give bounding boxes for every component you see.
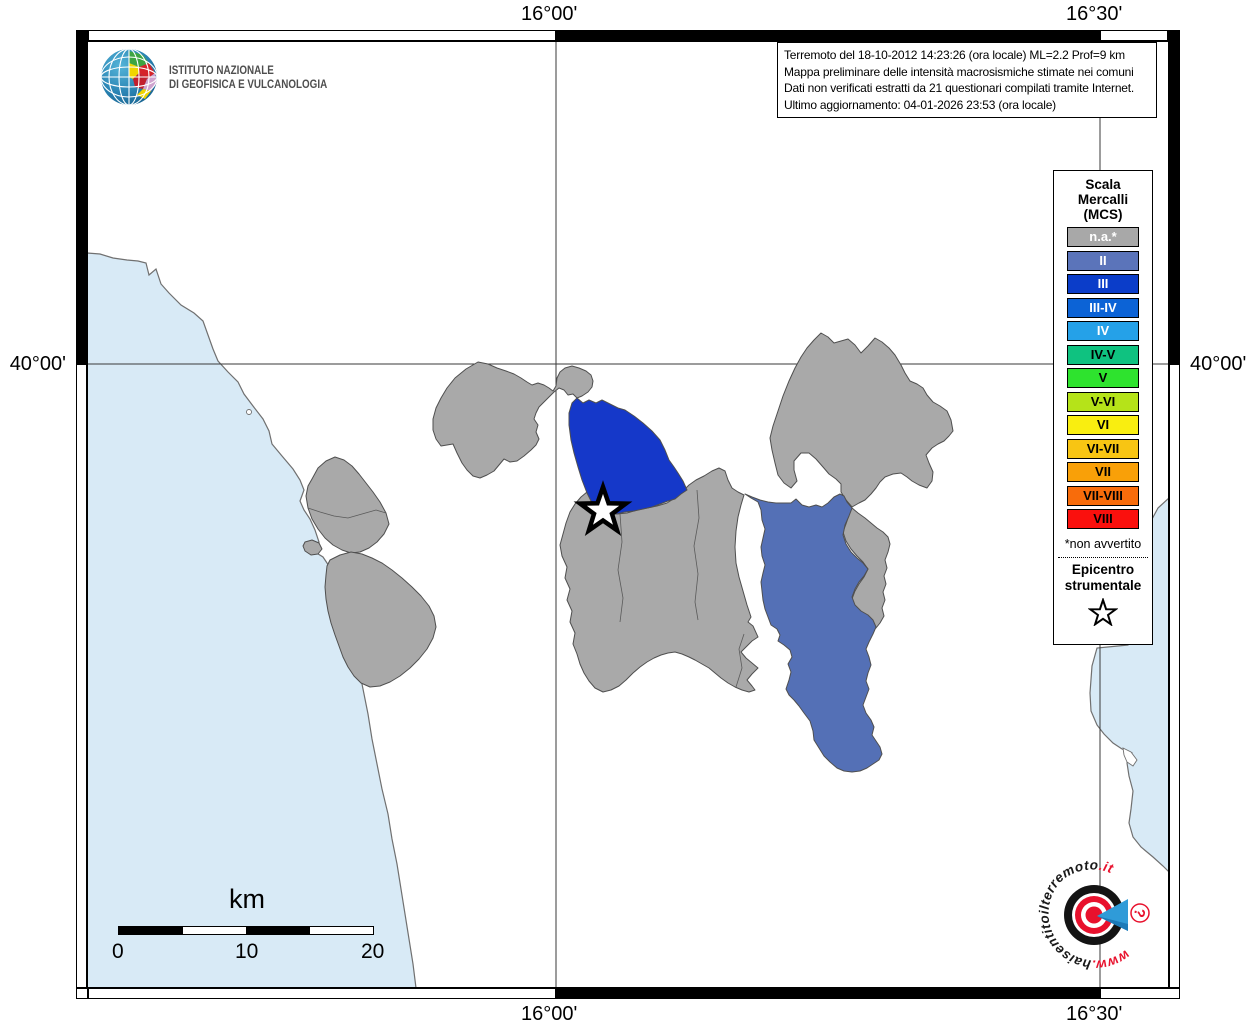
- legend-title: Scala Mercalli (MCS): [1077, 177, 1129, 222]
- frame-corner-bottom-left: [76, 988, 88, 999]
- event-info-box: Terremoto del 18-10-2012 14:23:26 (ora l…: [777, 42, 1157, 118]
- legend-swatch-na: n.a.*: [1067, 227, 1139, 247]
- legend-swatch-iii-iv: III-IV: [1067, 297, 1139, 318]
- legend-footnote: *non avvertito: [1064, 537, 1142, 551]
- scalebar-tick-0: 0: [112, 940, 124, 963]
- info-line-data: Dati non verificati estratti da 21 quest…: [784, 81, 1135, 95]
- axis-label-top-16-00: 16°00': [521, 3, 578, 25]
- mercalli-legend: Scala Mercalli (MCS) n.a.* II III III-IV…: [1053, 170, 1153, 645]
- haisentito-watermark: ? www.haisentitoilterremoto.it: [1036, 857, 1150, 973]
- watermark-question-badge: [1130, 903, 1150, 923]
- axis-label-bottom-16-30: 16°30': [1066, 1003, 1123, 1024]
- scalebar-tick-10: 10: [235, 940, 259, 963]
- epicenter-star: [573, 480, 633, 537]
- municipality-intensity-iii: [568, 397, 688, 515]
- frame-left-segment-black: [76, 41, 87, 364]
- legend-swatch-ii: II: [1067, 250, 1139, 271]
- legend-swatch-iv: IV: [1067, 321, 1139, 341]
- legend-swatch-vii: VII: [1067, 462, 1139, 482]
- scalebar-bar: [118, 926, 374, 935]
- frame-right-segment-black: [1169, 41, 1180, 364]
- legend-epicenter-label: Epicentro strumentale: [1064, 562, 1142, 593]
- scalebar-tick-20: 20: [361, 940, 385, 963]
- axis-label-bottom-16-00: 16°00': [521, 1003, 578, 1024]
- frame-right-segment-white: [1169, 364, 1180, 988]
- ingv-wordmark: ISTITUTO NAZIONALE DI GEOFISICA E VULCAN…: [169, 63, 327, 91]
- legend-swatch-vi-vii: VI-VII: [1067, 438, 1139, 459]
- watermark-megaphone-shade: [1097, 916, 1128, 931]
- frame-bottom-segment-white-2: [1100, 988, 1180, 999]
- frame-bottom-segment-white-1: [88, 988, 556, 999]
- axis-label-right-40-00: 40°00': [1190, 353, 1247, 375]
- municipality-na-coast-north: [305, 456, 390, 554]
- legend-swatch-vii-viii: VII-VIII: [1067, 485, 1139, 506]
- legend-divider: [1058, 557, 1148, 558]
- scalebar-unit: km: [229, 884, 265, 914]
- coast-spit: [1122, 747, 1138, 767]
- municipal-boundaries: [307, 489, 745, 688]
- coastline-west: [87, 252, 417, 988]
- frame-corner-top-left: [76, 30, 88, 41]
- info-line-map: Mappa preliminare delle intensità macros…: [784, 64, 1134, 79]
- watermark-question-mark: ?: [1130, 907, 1148, 919]
- municipality-na-coast-blob: [302, 539, 323, 556]
- legend-swatch-viii: VIII: [1067, 509, 1139, 529]
- legend-swatch-v-vi: V-VI: [1067, 391, 1139, 412]
- ingv-globe-icon: [101, 49, 157, 105]
- municipality-na-coast-south: [324, 551, 437, 688]
- frame-bottom-segment-black: [556, 988, 1100, 999]
- frame-left-segment-white: [76, 364, 87, 988]
- frame-top-segment-white-2: [1100, 30, 1168, 41]
- frame-top-segment-white-1: [88, 30, 556, 41]
- legend-swatch-v: V: [1067, 368, 1139, 388]
- map-canvas: ? www.haisentitoilterremoto.it: [87, 41, 1169, 988]
- ingv-logo: ISTITUTO NAZIONALE DI GEOFISICA E VULCAN…: [99, 47, 362, 107]
- axis-label-top-16-30: 16°30': [1066, 3, 1123, 25]
- watermark-target-center: [1085, 906, 1103, 924]
- axis-label-left-40-00: 40°00': [9, 353, 66, 375]
- islet: [246, 409, 252, 415]
- ingv-line2: DI GEOFISICA E VULCANOLOGIA: [169, 77, 328, 91]
- ingv-line1: ISTITUTO NAZIONALE: [169, 63, 274, 77]
- sea-tyrrhenian: [87, 253, 416, 988]
- municipalities-na: [302, 332, 954, 693]
- legend-swatch-iv-v: IV-V: [1067, 344, 1139, 365]
- frame-top-segment-black: [556, 30, 1100, 41]
- legend-epicenter-star-icon: [1087, 596, 1119, 627]
- info-line-event: Terremoto del 18-10-2012 14:23:26 (ora l…: [784, 48, 1125, 62]
- info-line-updated: Ultimo aggiornamento: 04-01-2026 23:53 (…: [784, 97, 1056, 112]
- legend-swatch-vi: VI: [1067, 415, 1139, 435]
- legend-swatch-iii: III: [1067, 274, 1139, 294]
- municipality-na-northeast: [769, 332, 954, 508]
- map-inner-border: [87, 41, 1169, 988]
- municipality-intensity-ii: [744, 493, 883, 773]
- frame-corner-top-right: [1168, 30, 1180, 41]
- municipality-na-northwest: [432, 361, 594, 479]
